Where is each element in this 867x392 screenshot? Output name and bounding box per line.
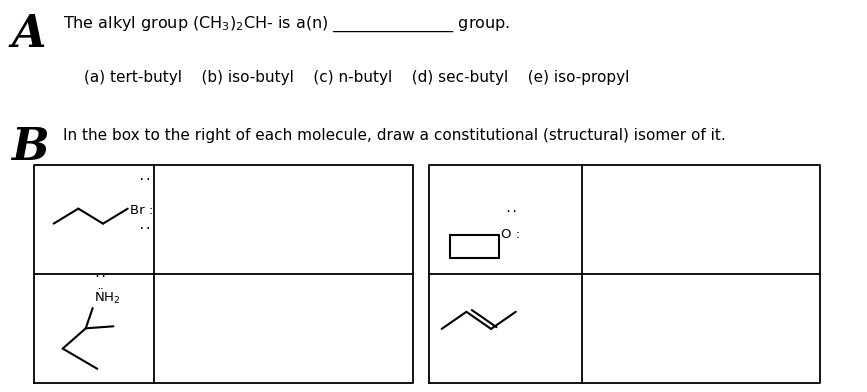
Text: $\mathdefault{\ddot{N}}$H$_2$: $\mathdefault{\ddot{N}}$H$_2$	[95, 287, 121, 306]
Text: ⋅⋅: ⋅⋅	[137, 174, 152, 187]
Text: B: B	[11, 126, 49, 169]
Text: A: A	[11, 13, 46, 56]
Text: ..: ..	[94, 267, 108, 280]
Text: In the box to the right of each molecule, draw a constitutional (structural) iso: In the box to the right of each molecule…	[63, 128, 726, 143]
Text: ..: ..	[505, 202, 518, 216]
Text: O :: O :	[501, 228, 520, 241]
Text: ⋅⋅: ⋅⋅	[137, 223, 152, 236]
Text: The alkyl group (CH$_3$)$_2$CH- is a(n) _______________ group.: The alkyl group (CH$_3$)$_2$CH- is a(n) …	[63, 15, 511, 34]
Text: (a) tert-butyl    (b) iso-butyl    (c) n-butyl    (d) sec-butyl    (e) iso-propy: (a) tert-butyl (b) iso-butyl (c) n-butyl…	[84, 69, 629, 85]
Text: Br :: Br :	[130, 204, 153, 217]
